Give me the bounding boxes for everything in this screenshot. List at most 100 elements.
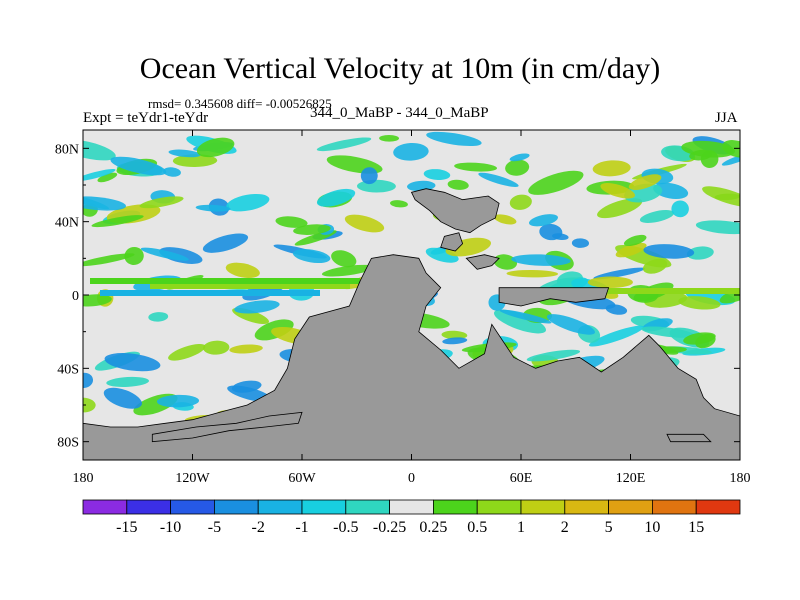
velocity-blob (234, 300, 280, 314)
velocity-blob (83, 294, 112, 307)
velocity-blob (686, 246, 714, 260)
colorbar-swatch (608, 499, 653, 515)
velocity-blob (493, 309, 547, 334)
velocity-blob (423, 169, 451, 180)
velocity-blob (140, 247, 189, 261)
colorbar-label: 0.25 (419, 519, 447, 536)
equatorial-band (90, 278, 360, 284)
velocity-blob (83, 372, 94, 389)
velocity-blob (511, 254, 571, 266)
velocity-blob (293, 224, 331, 235)
velocity-blob (505, 159, 530, 176)
velocity-blob (203, 340, 230, 355)
velocity-blob (83, 196, 126, 211)
colorbar-swatch (432, 499, 478, 515)
colorbar-swatch (257, 499, 303, 515)
velocity-blob (316, 188, 356, 207)
equatorial-band (100, 290, 320, 296)
colorbar-label: 10 (644, 519, 660, 536)
figure-title: Ocean Vertical Velocity at 10m (in cm/da… (139, 52, 661, 85)
velocity-blob (597, 198, 643, 219)
velocity-blob (103, 387, 142, 409)
velocity-blob (593, 267, 645, 280)
colorbar-label: 15 (688, 519, 704, 536)
velocity-blob (509, 153, 530, 162)
velocity-blob (683, 332, 716, 345)
velocity-blob (316, 137, 372, 152)
velocity-blob (168, 343, 206, 361)
velocity-blob (106, 376, 150, 388)
stats-text: rmsd= 0.345608 diff= -0.00526825 (148, 96, 332, 111)
velocity-blob (275, 216, 308, 228)
velocity-blob (681, 140, 736, 158)
velocity-blob (195, 204, 231, 212)
colorbar-label: 1 (517, 519, 525, 536)
velocity-blob (615, 242, 647, 258)
velocity-blob (148, 312, 169, 322)
velocity-blob (678, 296, 721, 310)
colorbar-label: 5 (605, 519, 613, 536)
velocity-blob (478, 172, 519, 187)
velocity-blob (97, 172, 118, 183)
velocity-blob (721, 154, 740, 166)
velocity-blob (588, 325, 644, 347)
colorbar-swatch (476, 499, 522, 515)
velocity-blob (702, 186, 740, 208)
equatorial-band (600, 288, 740, 294)
land-small-island (465, 254, 500, 270)
velocity-blob (139, 196, 184, 209)
colorbar-label: 2 (561, 519, 569, 536)
lon-tick-label: 120E (616, 471, 646, 486)
velocity-blob (529, 214, 559, 227)
velocity-blob (225, 262, 260, 279)
velocity-blob (641, 326, 694, 338)
colorbar-label: -15 (116, 519, 137, 536)
velocity-blob (331, 250, 357, 268)
equatorial-band (150, 284, 350, 289)
velocity-blob (506, 269, 559, 278)
lat-tick-label: 0 (72, 289, 79, 304)
colorbar-swatch (301, 499, 347, 515)
velocity-blob (528, 170, 584, 195)
velocity-blob (83, 169, 116, 182)
colorbar-swatch (345, 499, 390, 515)
velocity-blob (379, 134, 400, 142)
colorbar-swatch (126, 499, 172, 515)
lat-tick-label: 80S (57, 436, 79, 451)
colorbar-label: -0.25 (373, 519, 406, 536)
velocity-blob (571, 238, 590, 248)
velocity-blob (639, 209, 675, 223)
land-supercontinent (83, 254, 740, 460)
lon-tick-label: 120W (175, 471, 210, 486)
colorbar-label: -0.5 (333, 519, 358, 536)
colorbar-label: -1 (295, 519, 308, 536)
velocity-blob (110, 156, 167, 176)
velocity-blob (552, 233, 569, 241)
velocity-blob (442, 337, 468, 345)
axis-ticks: 80N 40N 0 40S 80S 180 120W 60W 0 60E 120E 180 (55, 130, 751, 486)
velocity-blob (202, 233, 249, 253)
colorbar-swatch (564, 499, 609, 515)
velocity-blob (441, 330, 468, 340)
colorbar-label: 0.5 (467, 519, 487, 536)
velocity-blob (168, 149, 201, 158)
colorbar-swatch (389, 499, 434, 515)
velocity-blob (628, 174, 662, 190)
velocity-blob (156, 394, 200, 408)
velocity-blob (499, 309, 552, 324)
velocity-blob (83, 253, 135, 267)
velocity-blob (642, 258, 668, 274)
velocity-blob (196, 137, 235, 158)
colorbar-label: -10 (160, 519, 181, 536)
velocity-blob (425, 247, 459, 263)
velocity-blob (526, 349, 581, 362)
land-north-island (410, 188, 500, 234)
velocity-blob (229, 344, 263, 354)
lon-tick-label: 180 (730, 471, 751, 486)
velocity-blob (344, 214, 385, 233)
lon-tick-label: 180 (73, 471, 94, 486)
colorbar-swatch (652, 499, 697, 515)
velocity-blob (653, 182, 689, 199)
lat-tick-label: 40N (55, 216, 79, 231)
velocity-blob (493, 214, 517, 225)
